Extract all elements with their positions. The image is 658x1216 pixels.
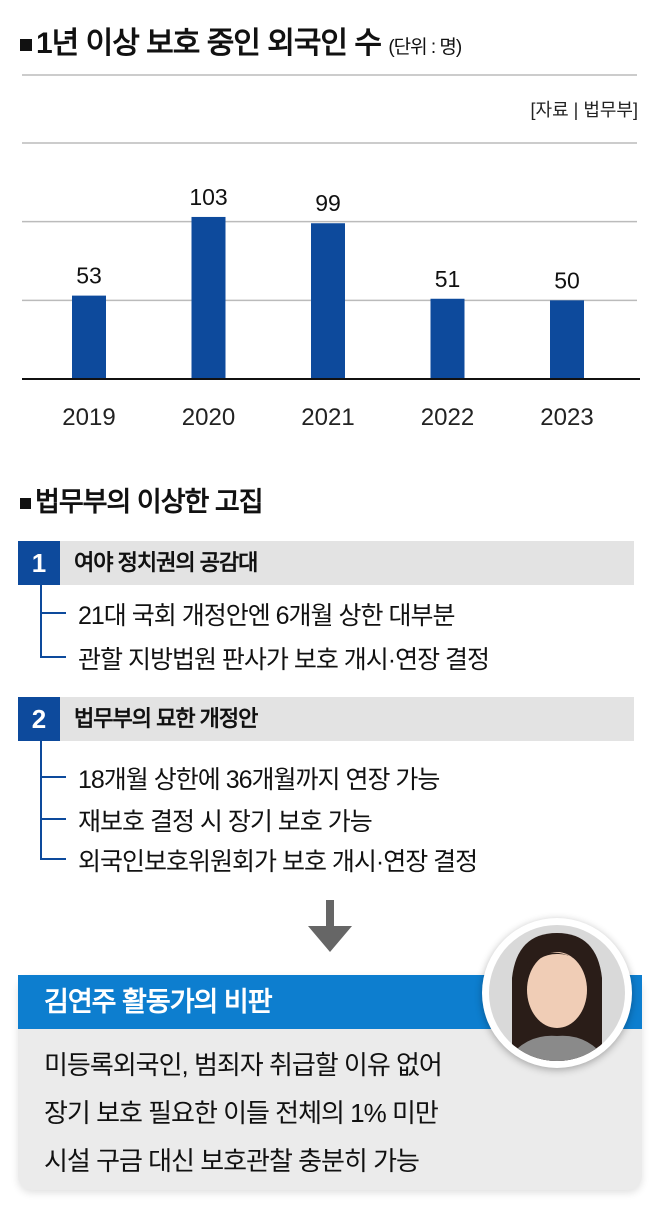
- tree-connector: [0, 585, 100, 685]
- x-tick-label: 2022: [421, 404, 474, 431]
- list-item: 외국인보호위원회가 보호 개시·연장 결정: [78, 848, 478, 876]
- box-label: 여야 정치권의 공감대: [74, 550, 258, 575]
- box-number: 1: [18, 541, 60, 585]
- list-item: 재보호 결정 시 장기 보호 가능: [78, 808, 373, 836]
- box-header-1: 1 여야 정치권의 공감대: [18, 541, 634, 585]
- source-label: [자료 | 법무부]: [530, 100, 638, 120]
- chart-title: 1년 이상 보호 중인 외국인 수 (단위 : 명): [20, 18, 462, 62]
- box-label: 법무부의 묘한 개정안: [74, 706, 258, 731]
- box-number: 2: [18, 697, 60, 741]
- data-label: 99: [315, 190, 341, 216]
- list-item: 18개월 상한에 36개월까지 연장 가능: [78, 766, 440, 794]
- critique-line: 미등록외국인, 범죄자 취급할 이유 없어: [44, 1050, 443, 1080]
- data-label: 103: [189, 184, 227, 210]
- bar-chart: 53 103 99 51 50 2019 2020 2021 2022 2023: [22, 74, 640, 431]
- x-tick-label: 2021: [301, 404, 354, 431]
- box-header-2: 2 법무부의 묘한 개정안: [18, 697, 634, 741]
- critique-line: 장기 보호 필요한 이들 전체의 1% 미만: [44, 1098, 439, 1128]
- square-bullet-icon: [20, 498, 31, 510]
- square-bullet-icon: [20, 39, 32, 52]
- tree-connector: [0, 741, 100, 871]
- avatar: [482, 918, 632, 1068]
- bar-2022: [430, 298, 465, 379]
- critique-title: 김연주 활동가의 비판: [44, 987, 273, 1017]
- bar-2019: [72, 295, 106, 379]
- list-item: 관할 지방법원 판사가 보호 개시·연장 결정: [78, 646, 490, 674]
- arrow-down-icon: [308, 900, 352, 952]
- unit-label: (단위 : 명): [388, 37, 462, 58]
- x-tick-label: 2020: [182, 404, 235, 431]
- section-title-text: 법무부의 이상한 고집: [35, 487, 264, 517]
- data-label: 53: [76, 263, 102, 289]
- section-title: 법무부의 이상한 고집: [20, 480, 264, 519]
- critique-line: 시설 구금 대신 보호관찰 충분히 가능: [44, 1146, 420, 1176]
- chart-title-text: 1년 이상 보호 중인 외국인 수: [36, 27, 382, 60]
- x-tick-label: 2019: [62, 404, 115, 431]
- list-item: 21대 국회 개정안엔 6개월 상한 대부분: [78, 602, 455, 630]
- x-tick-label: 2023: [540, 404, 593, 431]
- bar-2021: [311, 223, 345, 379]
- data-label: 51: [435, 266, 461, 292]
- bar-2023: [550, 300, 584, 379]
- data-label: 50: [554, 267, 580, 293]
- bar-2020: [191, 216, 226, 379]
